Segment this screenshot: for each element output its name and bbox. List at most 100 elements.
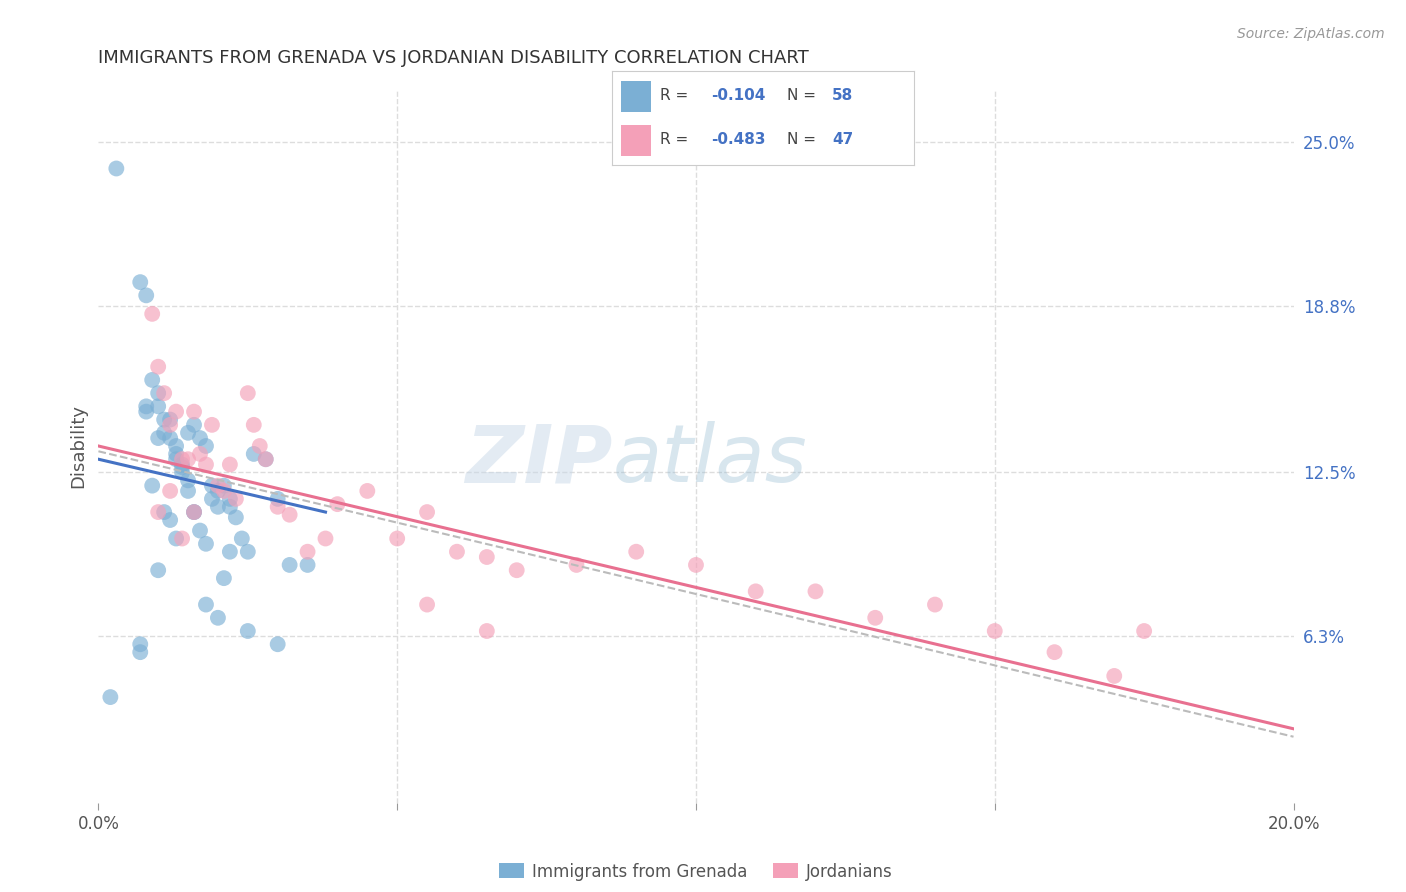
Point	[278, 508, 301, 522]
Point	[159, 431, 181, 445]
Point	[212, 478, 235, 492]
Text: 47: 47	[832, 132, 853, 147]
Point	[188, 524, 211, 538]
Point	[100, 690, 122, 704]
Point	[236, 386, 259, 401]
Point	[135, 288, 157, 302]
Point	[297, 558, 319, 572]
Point	[172, 532, 194, 546]
Point	[207, 500, 229, 514]
Text: atlas: atlas	[613, 421, 807, 500]
Point	[153, 505, 176, 519]
Point	[207, 478, 229, 492]
Point	[236, 545, 259, 559]
Point	[207, 483, 229, 498]
Point	[254, 452, 277, 467]
Point	[225, 510, 247, 524]
Point	[219, 458, 242, 472]
Point	[159, 483, 181, 498]
Point	[356, 483, 378, 498]
Point	[685, 558, 707, 572]
Point	[159, 513, 181, 527]
Point	[129, 275, 152, 289]
Point	[201, 478, 224, 492]
Point	[207, 611, 229, 625]
Point	[446, 545, 468, 559]
Text: N =: N =	[787, 88, 821, 103]
Point	[183, 505, 205, 519]
Point	[148, 386, 170, 401]
Text: -0.104: -0.104	[711, 88, 766, 103]
Point	[231, 532, 253, 546]
Point	[201, 491, 224, 506]
Text: N =: N =	[787, 132, 821, 147]
Point	[195, 537, 218, 551]
Text: 58: 58	[832, 88, 853, 103]
Text: R =: R =	[659, 132, 693, 147]
Point	[165, 404, 187, 418]
Point	[141, 307, 163, 321]
Point	[475, 549, 498, 564]
Point	[1043, 645, 1066, 659]
Point	[129, 637, 152, 651]
Point	[172, 460, 194, 475]
Point	[135, 404, 157, 418]
Point	[315, 532, 337, 546]
Point	[148, 563, 170, 577]
Point	[924, 598, 946, 612]
Point	[148, 431, 170, 445]
Point	[416, 505, 439, 519]
FancyBboxPatch shape	[620, 81, 651, 112]
Point	[165, 452, 187, 467]
Point	[984, 624, 1007, 638]
Point	[297, 545, 319, 559]
Point	[267, 637, 290, 651]
Text: R =: R =	[659, 88, 693, 103]
Point	[326, 497, 349, 511]
Point	[183, 417, 205, 432]
Point	[135, 400, 157, 414]
Point	[626, 545, 648, 559]
Point	[219, 491, 242, 506]
Point	[804, 584, 827, 599]
Text: Source: ZipAtlas.com: Source: ZipAtlas.com	[1237, 27, 1385, 41]
Point	[105, 161, 128, 176]
Point	[201, 417, 224, 432]
Point	[148, 400, 170, 414]
Point	[249, 439, 271, 453]
Point	[385, 532, 409, 546]
Point	[212, 571, 235, 585]
Text: ZIP: ZIP	[465, 421, 613, 500]
Point	[243, 417, 266, 432]
Point	[1104, 669, 1126, 683]
Point	[141, 373, 163, 387]
Point	[148, 359, 170, 374]
Point	[148, 505, 170, 519]
Point	[183, 505, 205, 519]
Point	[1133, 624, 1156, 638]
Point	[267, 500, 290, 514]
Point	[565, 558, 588, 572]
Point	[243, 447, 266, 461]
Point	[177, 452, 200, 467]
Point	[195, 458, 218, 472]
Point	[159, 417, 181, 432]
Point	[212, 483, 235, 498]
Point	[236, 624, 259, 638]
Point	[254, 452, 277, 467]
Point	[153, 386, 176, 401]
Point	[278, 558, 301, 572]
FancyBboxPatch shape	[620, 125, 651, 156]
Text: IMMIGRANTS FROM GRENADA VS JORDANIAN DISABILITY CORRELATION CHART: IMMIGRANTS FROM GRENADA VS JORDANIAN DIS…	[98, 49, 810, 67]
Point	[267, 491, 290, 506]
Point	[183, 404, 205, 418]
Point	[225, 491, 247, 506]
Point	[188, 447, 211, 461]
Text: -0.483: -0.483	[711, 132, 766, 147]
Point	[177, 425, 200, 440]
Point	[183, 505, 205, 519]
Y-axis label: Disability: Disability	[69, 404, 87, 488]
Point	[745, 584, 768, 599]
Point	[153, 412, 176, 426]
Point	[475, 624, 498, 638]
